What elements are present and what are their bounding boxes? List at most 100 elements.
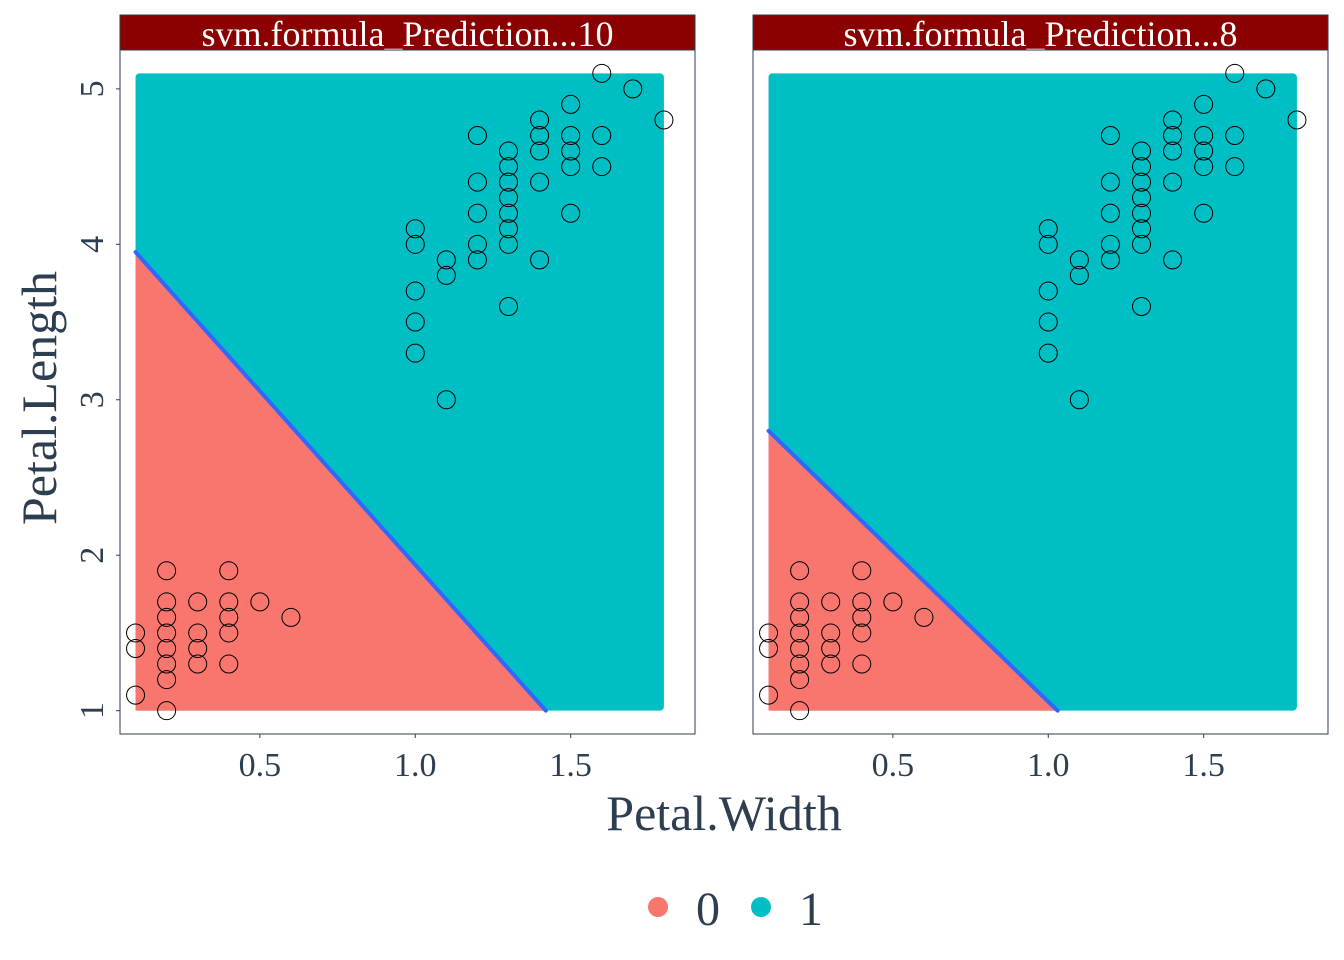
data-point [1256,79,1276,99]
data-point [759,623,779,643]
panel-1: svm.formula_Prediction...10 0.5 1.0 1.5 1 2 3 4… [74,14,696,784]
data-point [499,297,519,316]
data-point [852,623,872,643]
y-axis-title: Petal.Length [11,271,67,525]
panels-layer: svm.formula_Prediction...10 0.5 1.0 1.5 1 2 3 4… [74,14,1329,784]
data-point [1038,343,1058,363]
data-point [592,63,612,83]
data-point [1132,188,1152,208]
data-point [219,654,239,674]
data-point [821,592,841,612]
data-point [281,607,301,627]
legend-label-1: 1 [799,883,823,936]
data-point [126,623,146,643]
data-point [157,623,177,643]
data-point [1132,219,1152,239]
data-point [821,623,841,643]
x-tick-label: 1.5 [1182,747,1225,784]
panel-strip [119,14,696,51]
data-point [1163,141,1183,161]
data-point [1100,172,1120,192]
x-tick-label: 1.0 [394,747,437,784]
data-point [188,623,208,643]
y-tick-label: 3 [74,391,111,408]
data-point [1194,94,1214,114]
data-point [561,157,581,177]
data-point [188,592,208,612]
data-point [219,561,239,581]
data-point [1038,281,1058,301]
legend-label-0: 0 [696,883,720,936]
data-point [759,685,779,705]
x-tick-label: 0.5 [872,747,915,784]
data-point [1038,312,1058,332]
data-point [436,265,456,285]
data-point [467,172,487,192]
data-point [219,607,239,627]
legend-key-0 [648,897,668,917]
data-point [852,592,872,612]
data-point [405,281,425,301]
data-point [592,157,612,177]
data-point [790,670,810,690]
data-point [1132,172,1152,192]
data-point [1132,297,1152,316]
data-point [1163,250,1183,270]
data-point [821,654,841,674]
y-tick-label: 2 [74,547,111,564]
data-point [1100,126,1120,145]
data-point [530,126,550,145]
data-point [157,592,177,612]
data-point [790,592,810,612]
data-point [1163,172,1183,192]
data-point [1163,110,1183,130]
data-point [790,701,810,721]
data-point [852,654,872,674]
data-point [1100,234,1120,254]
panel-strip [752,14,1329,51]
data-point [499,188,519,208]
data-point [790,623,810,643]
data-point [1038,234,1058,254]
legend: 0 1 [648,883,823,936]
y-tick-label: 4 [74,236,111,253]
data-point [1132,234,1152,254]
data-point [219,592,239,612]
data-point [1225,157,1245,177]
x-axis-title: Petal.Width [606,785,841,841]
data-point [790,607,810,627]
data-point [219,623,239,643]
data-point [1194,126,1214,145]
data-point [157,701,177,721]
data-point [561,126,581,145]
y-tick-label: 1 [74,702,111,719]
data-point [1069,265,1089,285]
data-point [790,561,810,581]
data-point [883,592,903,612]
data-point [157,639,177,658]
data-point [1225,63,1245,83]
data-point [759,639,779,658]
data-point [530,110,550,130]
data-point [1225,126,1245,145]
data-point [1132,157,1152,177]
x-tick-label: 1.0 [1027,747,1070,784]
data-point [188,654,208,674]
panel-2: svm.formula_Prediction...8 0.5 1.0 1.5 [752,14,1329,784]
data-point [561,141,581,161]
data-point [467,126,487,145]
data-point [530,172,550,192]
data-point [405,343,425,363]
data-point [592,126,612,145]
data-point [405,219,425,239]
decision-boundary-line [766,428,1060,713]
data-point [790,654,810,674]
data-point [852,561,872,581]
data-point [405,234,425,254]
data-point [1194,141,1214,161]
data-points [759,63,1307,721]
data-point [852,607,872,627]
data-point [561,203,581,223]
data-point [499,172,519,192]
